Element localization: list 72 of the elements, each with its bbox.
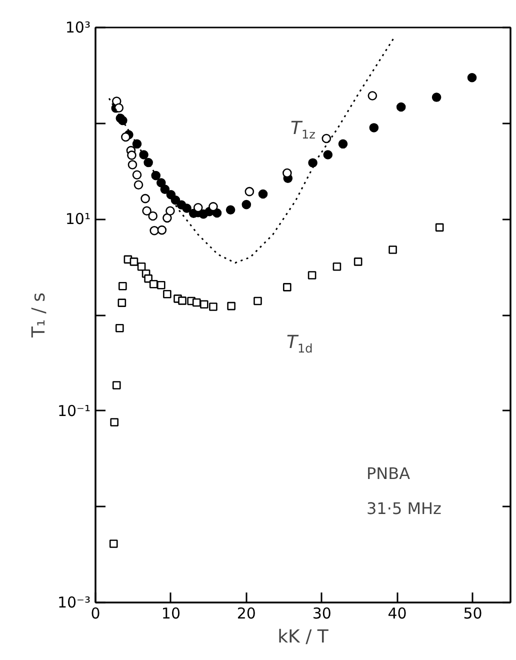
point: [193, 202, 203, 212]
point: [163, 290, 172, 298]
point: [282, 168, 292, 178]
point: [209, 302, 218, 311]
point: [308, 271, 316, 280]
point: [128, 160, 138, 170]
x-tick-label: 0: [90, 604, 100, 622]
point: [323, 150, 333, 160]
annotation: PNBA: [366, 464, 410, 483]
point: [144, 158, 153, 168]
point: [142, 206, 152, 216]
point: [157, 225, 167, 235]
point: [242, 200, 252, 210]
point: [115, 324, 124, 332]
point: [192, 298, 201, 307]
point: [114, 103, 124, 113]
point: [200, 300, 208, 309]
point: [332, 262, 342, 271]
point: [227, 302, 236, 310]
point: [109, 540, 118, 548]
point: [132, 139, 142, 149]
y-tick-label: 10⁻¹: [57, 402, 91, 420]
x-tick-label: 50: [463, 604, 482, 622]
point: [368, 91, 378, 100]
point: [435, 223, 444, 232]
point: [226, 205, 236, 215]
point: [150, 226, 160, 236]
y-tick-label: 10³: [65, 18, 91, 36]
point: [118, 298, 126, 307]
point: [244, 186, 254, 196]
point: [132, 170, 142, 180]
x-tick-label: 20: [236, 604, 256, 622]
point: [338, 139, 348, 149]
point: [212, 208, 222, 218]
point: [258, 189, 268, 199]
point: [467, 72, 477, 82]
point: [127, 150, 136, 160]
point: [118, 282, 127, 290]
point: [308, 158, 318, 168]
point: [130, 258, 138, 266]
point: [149, 280, 158, 288]
y-axis-title: T₁ / s: [28, 292, 50, 339]
annotation: 31·5 MHz: [366, 499, 442, 518]
point: [432, 92, 442, 102]
point: [110, 418, 119, 426]
x-axis-title: kK / T: [278, 626, 330, 648]
point: [283, 283, 292, 292]
point: [121, 132, 130, 142]
point: [112, 381, 121, 390]
point: [140, 194, 150, 204]
point: [139, 150, 148, 160]
point: [254, 296, 262, 306]
point: [162, 213, 172, 223]
point: [369, 123, 379, 132]
point: [151, 170, 161, 180]
x-tick-label: 10: [161, 604, 181, 622]
point: [322, 134, 332, 144]
x-tick-label: 40: [388, 604, 407, 622]
point: [148, 211, 158, 221]
point: [166, 206, 175, 216]
point: [354, 258, 362, 266]
point: [388, 246, 397, 254]
point: [137, 262, 146, 271]
point: [396, 102, 406, 112]
y-tick-label: 10¹: [65, 210, 91, 228]
point: [134, 180, 144, 190]
x-tick-label: 30: [312, 604, 332, 622]
point: [156, 280, 166, 290]
point: [178, 296, 186, 305]
point: [182, 204, 192, 213]
point: [118, 116, 128, 126]
y-tick-label: 10⁻³: [57, 594, 91, 612]
